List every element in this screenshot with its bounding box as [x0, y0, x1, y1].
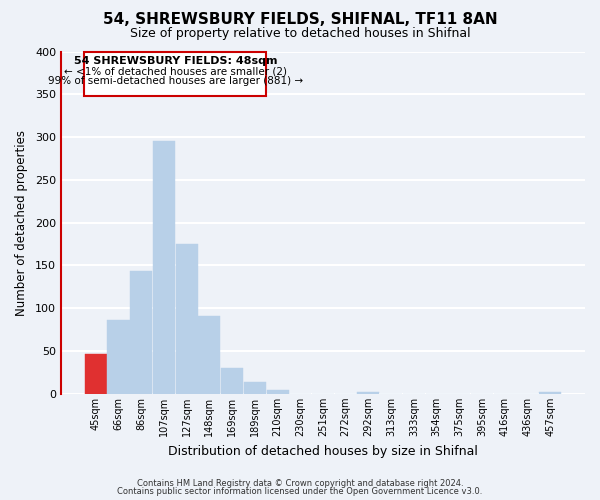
Bar — [153, 142, 175, 394]
Bar — [107, 320, 130, 394]
Text: 54, SHREWSBURY FIELDS, SHIFNAL, TF11 8AN: 54, SHREWSBURY FIELDS, SHIFNAL, TF11 8AN — [103, 12, 497, 28]
Y-axis label: Number of detached properties: Number of detached properties — [15, 130, 28, 316]
Bar — [176, 244, 197, 394]
Text: ← <1% of detached houses are smaller (2): ← <1% of detached houses are smaller (2) — [64, 66, 287, 76]
FancyBboxPatch shape — [85, 52, 266, 96]
Bar — [244, 382, 266, 394]
Bar — [539, 392, 561, 394]
Bar — [85, 354, 107, 394]
Bar — [199, 316, 220, 394]
Bar — [266, 390, 289, 394]
Bar — [130, 270, 152, 394]
Text: Contains HM Land Registry data © Crown copyright and database right 2024.: Contains HM Land Registry data © Crown c… — [137, 478, 463, 488]
Text: Size of property relative to detached houses in Shifnal: Size of property relative to detached ho… — [130, 28, 470, 40]
Bar — [358, 392, 379, 394]
Text: Contains public sector information licensed under the Open Government Licence v3: Contains public sector information licen… — [118, 487, 482, 496]
Bar — [221, 368, 243, 394]
X-axis label: Distribution of detached houses by size in Shifnal: Distribution of detached houses by size … — [168, 444, 478, 458]
Text: 54 SHREWSBURY FIELDS: 48sqm: 54 SHREWSBURY FIELDS: 48sqm — [74, 56, 277, 66]
Text: 99% of semi-detached houses are larger (881) →: 99% of semi-detached houses are larger (… — [48, 76, 303, 86]
